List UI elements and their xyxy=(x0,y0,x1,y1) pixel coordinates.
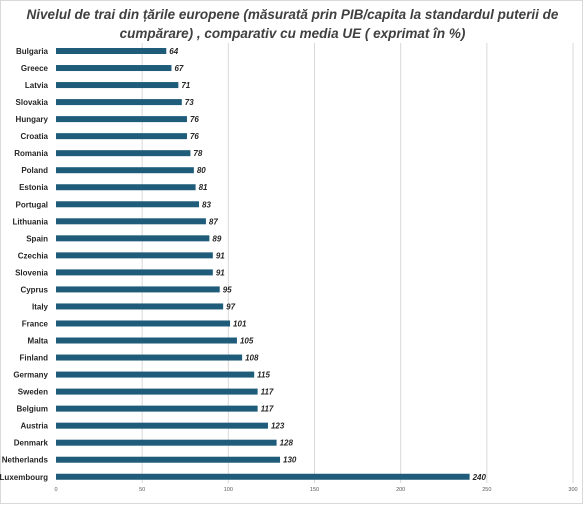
bar xyxy=(56,133,187,140)
category-label: Estonia xyxy=(19,183,48,192)
bar xyxy=(56,150,191,157)
data-label: 76 xyxy=(190,115,199,124)
x-tick-label: 250 xyxy=(482,487,491,493)
bar xyxy=(56,218,206,225)
bar xyxy=(56,422,268,429)
category-label: Sweden xyxy=(18,388,48,397)
bar xyxy=(56,286,220,293)
data-label: 83 xyxy=(202,200,211,209)
data-label: 78 xyxy=(193,149,202,158)
data-label: 91 xyxy=(216,251,225,260)
bar xyxy=(56,116,187,123)
data-label: 89 xyxy=(212,234,221,243)
category-label: Italy xyxy=(32,302,49,311)
bar xyxy=(56,252,213,259)
bar xyxy=(56,201,200,208)
bar xyxy=(56,354,243,361)
bar xyxy=(56,439,277,446)
category-label: Bulgaria xyxy=(16,47,49,56)
chart-title-line-1: Nivelul de trai din țările europene (măs… xyxy=(26,7,559,22)
category-label: Poland xyxy=(21,166,48,175)
data-label: 108 xyxy=(245,354,259,363)
bar xyxy=(56,82,179,89)
x-tick-label: 300 xyxy=(568,487,577,493)
category-label: Luxembourg xyxy=(0,473,48,482)
category-label: Denmark xyxy=(14,439,49,448)
bar xyxy=(56,456,281,463)
data-label: 130 xyxy=(283,456,297,465)
category-label: Netherlands xyxy=(2,456,49,465)
category-label: Romania xyxy=(14,149,48,158)
chart-title: Nivelul de trai din țările europene (măs… xyxy=(0,5,585,43)
data-label: 101 xyxy=(233,319,247,328)
bar xyxy=(56,48,167,54)
bar xyxy=(56,269,213,276)
data-label: 91 xyxy=(216,268,225,277)
category-label: Portugal xyxy=(16,200,48,209)
bar xyxy=(56,303,224,310)
bar xyxy=(56,235,210,242)
data-label: 64 xyxy=(169,47,178,56)
data-label: 123 xyxy=(271,422,285,431)
category-label: Lithuania xyxy=(12,217,48,226)
bar xyxy=(56,65,172,72)
category-label: Slovakia xyxy=(16,98,49,107)
x-tick-label: 150 xyxy=(310,487,319,493)
bar xyxy=(56,405,258,412)
data-label: 76 xyxy=(190,132,199,141)
data-label: 105 xyxy=(240,337,254,346)
x-tick-label: 100 xyxy=(224,487,233,493)
bar xyxy=(56,320,231,327)
data-label: 87 xyxy=(209,217,218,226)
category-label: Cyprus xyxy=(20,285,48,294)
category-label: Greece xyxy=(21,64,49,73)
data-label: 117 xyxy=(261,388,274,397)
category-label: Spain xyxy=(26,234,48,243)
bar xyxy=(56,473,470,480)
x-tick-label: 50 xyxy=(139,487,145,493)
bar xyxy=(56,388,258,395)
bar xyxy=(56,371,255,378)
bar xyxy=(56,337,237,344)
chart-title-line-2: cumpărare) , comparativ cu media UE ( ex… xyxy=(119,26,466,41)
data-label: 81 xyxy=(199,183,208,192)
category-label: Germany xyxy=(13,371,48,380)
data-label: 71 xyxy=(181,81,190,90)
x-tick-label: 200 xyxy=(396,487,405,493)
category-label: Latvia xyxy=(25,81,49,90)
x-tick-label: 0 xyxy=(54,487,57,493)
category-label: France xyxy=(22,319,49,328)
bar xyxy=(56,167,194,174)
data-label: 67 xyxy=(174,64,183,73)
bar xyxy=(56,99,182,106)
data-label: 97 xyxy=(226,302,235,311)
category-label: Croatia xyxy=(20,132,48,141)
data-label: 115 xyxy=(257,371,270,380)
data-label: 240 xyxy=(472,473,487,482)
category-label: Czechia xyxy=(18,251,49,260)
bar xyxy=(56,184,196,191)
category-label: Austria xyxy=(20,422,48,431)
category-label: Hungary xyxy=(16,115,49,124)
category-label: Malta xyxy=(28,337,49,346)
category-label: Belgium xyxy=(16,405,48,414)
category-label: Slovenia xyxy=(15,268,48,277)
data-label: 73 xyxy=(185,98,194,107)
data-label: 80 xyxy=(197,166,206,175)
data-label: 95 xyxy=(223,285,232,294)
category-label: Finland xyxy=(20,354,49,363)
data-label: 128 xyxy=(280,439,294,448)
data-label: 117 xyxy=(261,405,274,414)
